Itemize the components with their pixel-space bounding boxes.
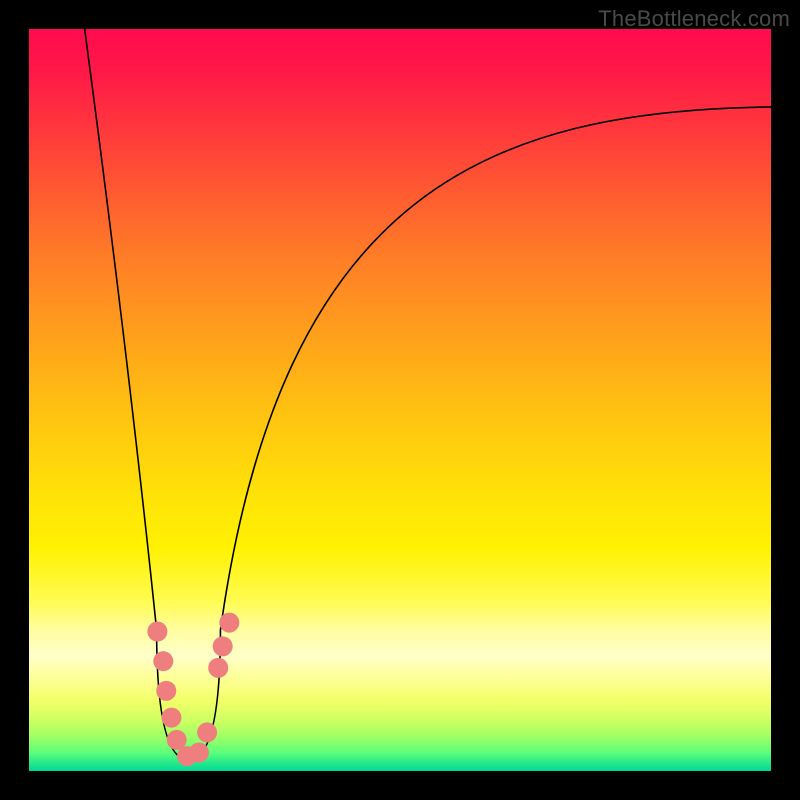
- data-marker: [189, 742, 209, 762]
- chart-stage: TheBottleneck.com: [0, 0, 800, 800]
- data-marker: [219, 613, 239, 633]
- bottleneck-curve: [85, 29, 189, 760]
- data-marker: [213, 636, 233, 656]
- watermark-text: TheBottleneck.com: [598, 6, 790, 32]
- plot-area: [29, 29, 771, 771]
- data-marker: [197, 722, 217, 742]
- bottleneck-curve: [189, 107, 771, 760]
- data-marker: [156, 681, 176, 701]
- data-marker: [161, 708, 181, 728]
- data-marker: [208, 658, 228, 678]
- data-marker: [153, 651, 173, 671]
- curve-layer: [29, 29, 771, 771]
- data-marker: [147, 622, 167, 642]
